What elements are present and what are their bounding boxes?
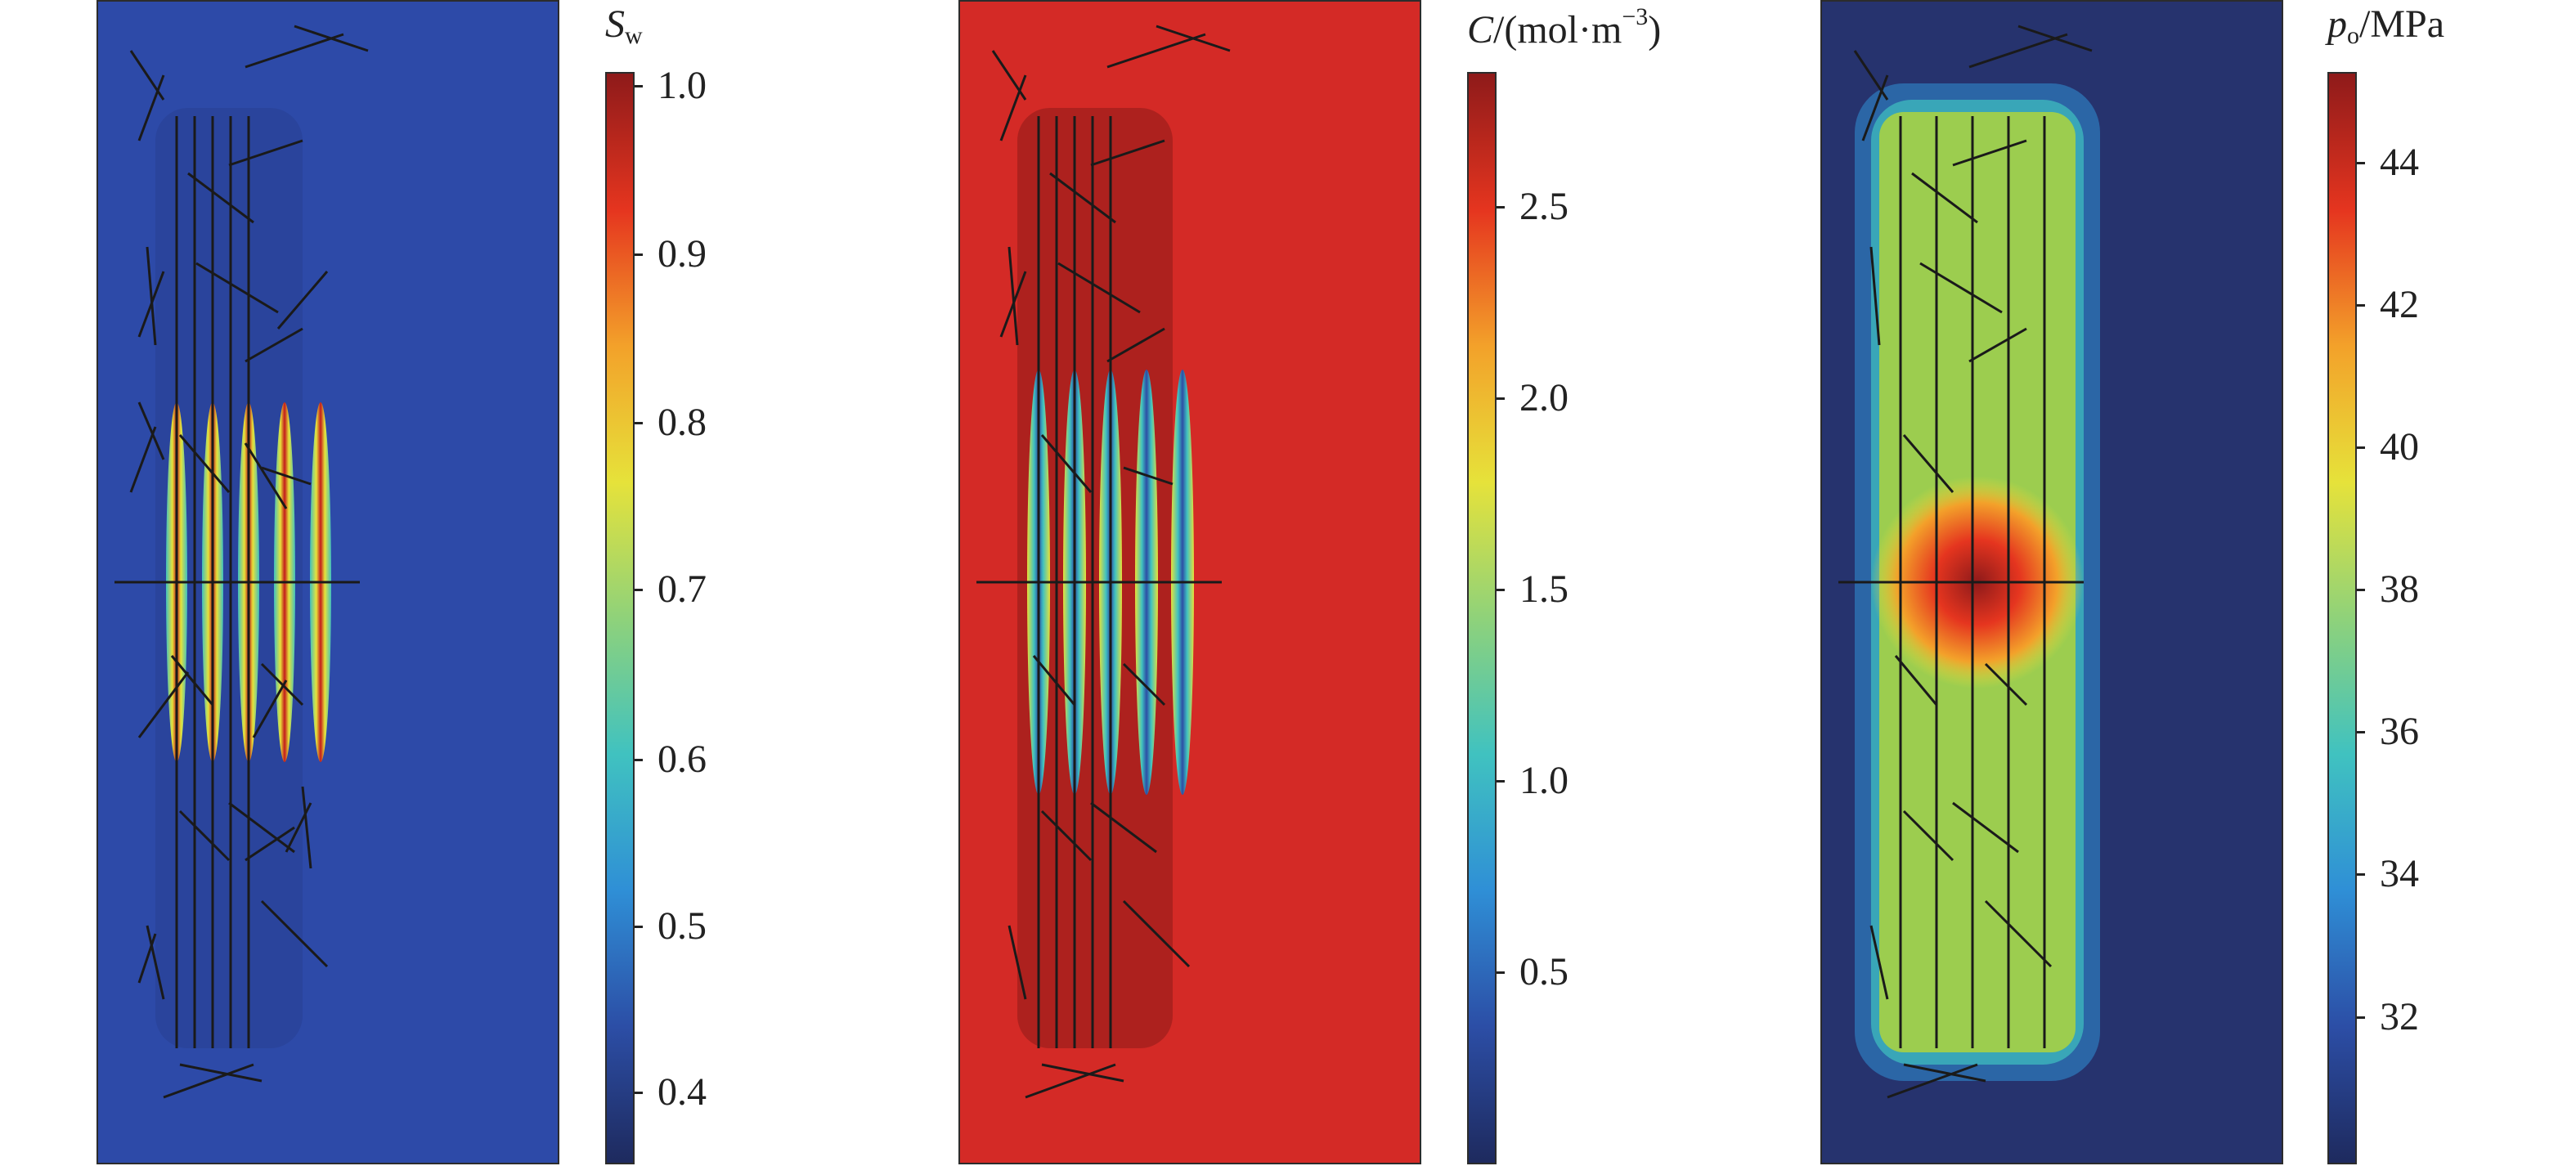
- sw-tick-label: 0.5: [657, 904, 707, 948]
- po-field-svg: [1822, 2, 2282, 1163]
- po-tick-label: 40: [2380, 425, 2419, 469]
- c-tick-mark: [1497, 206, 1505, 209]
- sw-colorbar-ticks: 0.4 0.5 0.6 0.7 0.8 0.9 1.0: [635, 66, 707, 1164]
- po-colorbar-ticks: 32 34 36 38 40 42 44: [2357, 72, 2422, 1164]
- sw-field-map: [96, 0, 559, 1164]
- c-colorbar-title: C/(mol·m−3): [1467, 3, 1662, 52]
- c-tick-mark: [1497, 971, 1505, 974]
- sw-field-svg: [98, 2, 558, 1163]
- c-tick-label: 2.5: [1519, 185, 1568, 228]
- po-tick-mark: [2357, 162, 2365, 164]
- po-tick-mark: [2357, 589, 2365, 591]
- c-tick-label: 2.0: [1519, 376, 1568, 419]
- c-tick-mark: [1497, 589, 1505, 591]
- po-fracture-lines: [1838, 25, 2093, 1099]
- po-tick-label: 32: [2380, 995, 2419, 1038]
- sw-tick-mark: [635, 422, 643, 424]
- sw-tick-label: 1.0: [657, 64, 707, 107]
- po-colorbar: [2327, 72, 2357, 1164]
- sw-tick-mark: [635, 85, 643, 87]
- po-tick-mark: [2357, 1016, 2365, 1019]
- po-tick-label: 36: [2380, 710, 2419, 753]
- sw-tick-mark: [635, 589, 643, 591]
- po-field-map: [1820, 0, 2283, 1164]
- po-colorbar-title: po/MPa: [2327, 2, 2445, 49]
- c-field-map: [958, 0, 1421, 1164]
- sw-tick-label: 0.9: [657, 232, 707, 276]
- po-tick-label: 38: [2380, 567, 2419, 611]
- po-tick-mark: [2357, 446, 2365, 449]
- po-tick-mark: [2357, 731, 2365, 733]
- c-tick-label: 1.5: [1519, 567, 1568, 611]
- po-tick-label: 34: [2380, 852, 2419, 895]
- c-colorbar-ticks: 0.5 1.0 1.5 2.0 2.5: [1497, 72, 1568, 1164]
- c-tick-label: 0.5: [1519, 950, 1568, 993]
- sw-tick-mark: [635, 759, 643, 761]
- sw-fracture-lines: [114, 25, 369, 1099]
- sw-colorbar: [605, 72, 635, 1164]
- sw-stimulated-zone: [155, 108, 303, 1048]
- c-colorbar: [1467, 72, 1497, 1164]
- sw-tick-label: 0.8: [657, 401, 707, 444]
- c-tick-mark: [1497, 397, 1505, 400]
- c-tick-mark: [1497, 780, 1505, 783]
- sw-tick-mark: [635, 1092, 643, 1094]
- po-tick-mark: [2357, 873, 2365, 876]
- sw-tick-label: 0.7: [657, 567, 707, 611]
- sw-tick-mark: [635, 926, 643, 928]
- sw-tick-label: 0.4: [657, 1070, 707, 1114]
- sw-colorbar-title: Sw: [605, 2, 643, 49]
- sw-tick-label: 0.6: [657, 738, 707, 781]
- c-fracture-lines: [976, 25, 1231, 1099]
- po-tick-mark: [2357, 304, 2365, 307]
- po-tick-label: 44: [2380, 141, 2419, 184]
- c-field-svg: [960, 2, 1420, 1163]
- po-tick-label: 42: [2380, 283, 2419, 326]
- c-tick-label: 1.0: [1519, 759, 1568, 802]
- sw-tick-mark: [635, 253, 643, 256]
